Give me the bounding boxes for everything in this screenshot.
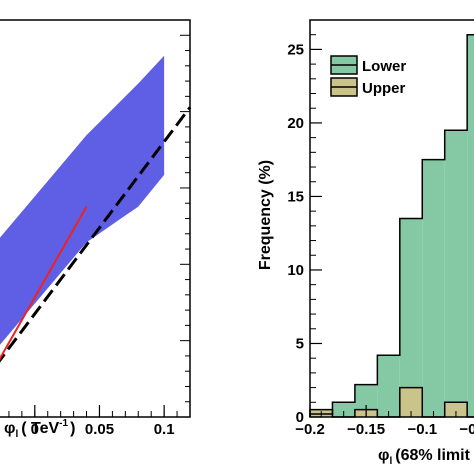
confidence-band [0,55,165,345]
left-x-axis-label: φl( TeV-1) [4,418,75,440]
bar-lower [444,130,468,417]
bar-upper [399,387,423,417]
y-tick-label: 0 [296,409,304,426]
x-tick-label: −0.1 [407,421,437,438]
x-tick-label: 0.05 [85,421,114,438]
outline-lower [309,33,474,417]
bar-upper [444,402,468,417]
left-plot-frame [0,19,191,418]
y-tick-label: 10 [287,262,304,279]
bar-lower [332,402,355,417]
legend-label-lower: Lower [362,58,406,75]
right-plot-frame [309,19,474,418]
right-y-axis-label: Frequency (%) [257,160,274,270]
right-tick-labels: −0.2 −0.15 −0.1 −0.05 0 5 10 15 20 25 [287,41,474,438]
bar-lower [377,355,400,417]
right-panel: −0.2 −0.15 −0.1 −0.05 0 5 10 15 20 25 Frequency (… [257,19,474,467]
x-tick-label: 0.1 [154,421,175,438]
y-tick-label: 25 [287,41,304,58]
bar-lower [399,218,423,417]
bar-lower [467,34,474,417]
x-tick-label: −0.2 [295,421,325,438]
left-series-lines [0,106,192,363]
y-tick-label: 20 [287,115,304,132]
x-tick-label: 0 [31,421,39,438]
x-tick-label: −0.05 [459,421,474,438]
histogram-bars [310,34,474,417]
series-line-0 [0,106,192,363]
legend: Lower Upper [330,55,406,97]
right-x-axis-label: φl (68% limit [378,447,471,467]
legend-label-upper: Upper [362,80,406,97]
series-line-1 [0,206,88,361]
y-tick-label: 15 [287,188,304,205]
y-tick-label: 5 [296,335,304,352]
left-panel: 0 0.05 0.1 φl( TeV-1) [0,19,192,440]
bar-lower [422,159,445,417]
left-tick-labels: 0 0.05 0.1 [31,421,175,438]
x-tick-label: −0.15 [347,421,385,438]
right-axis-ticks [309,19,468,418]
